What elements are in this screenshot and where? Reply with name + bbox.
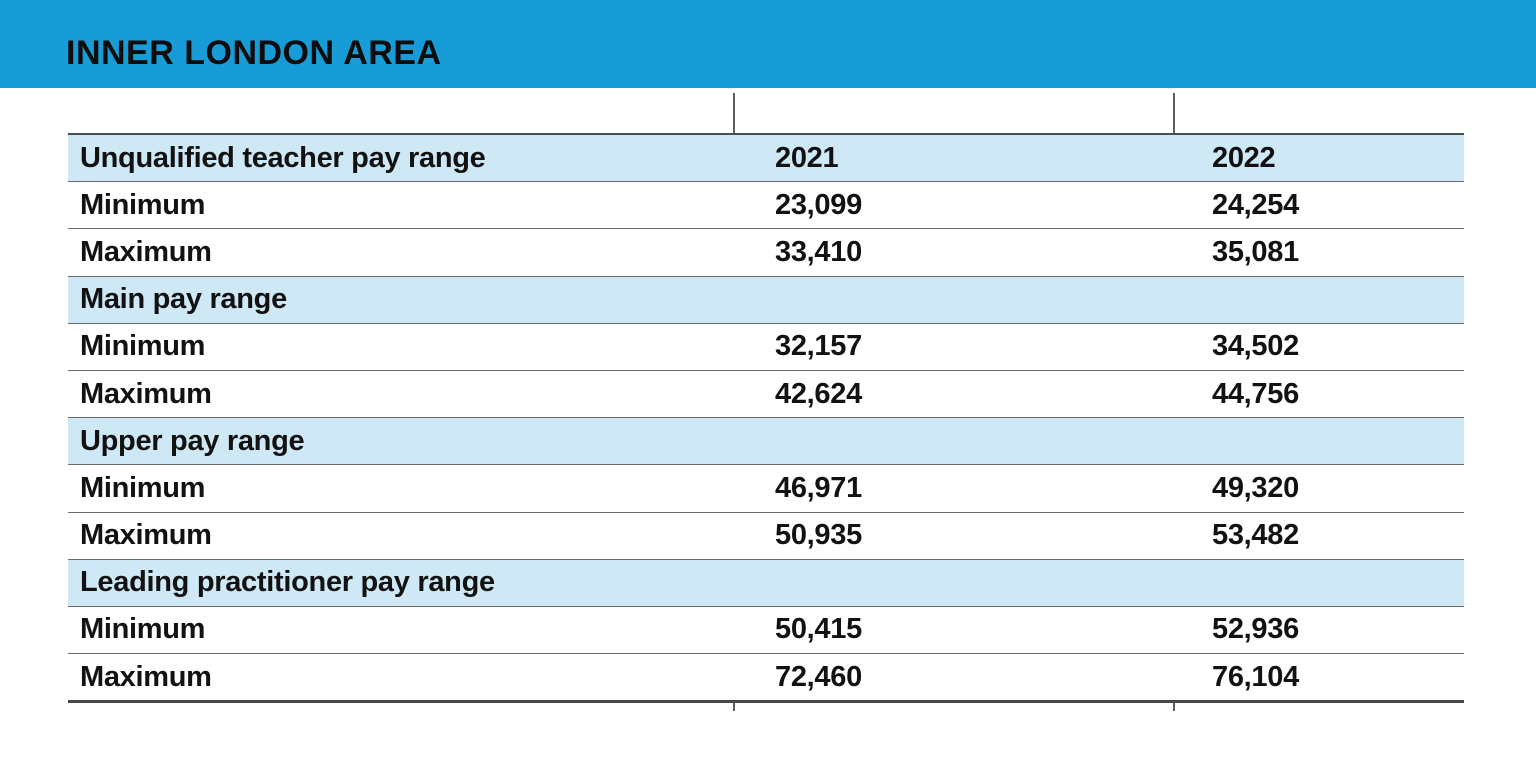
row-label-cell: Maximum: [80, 662, 212, 692]
table-row: Minimum 50,415 52,936: [68, 606, 1464, 655]
pay-table: Unqualified teacher pay range 2021 2022 …: [68, 133, 1464, 704]
row-label-cell: Maximum: [80, 379, 212, 409]
value-2021-cell: 42,624: [775, 379, 862, 409]
table-row: Maximum 72,460 76,104: [68, 654, 1464, 701]
value-2021-cell: 50,415: [775, 615, 862, 645]
value-2022-cell: 35,081: [1212, 237, 1299, 267]
table-row: Maximum 33,410 35,081: [68, 229, 1464, 277]
value-2022-cell: 49,320: [1212, 473, 1299, 503]
table-row: Minimum 23,099 24,254: [68, 182, 1464, 230]
value-2021-cell: 32,157: [775, 332, 862, 362]
value-2021-cell: 33,410: [775, 237, 862, 267]
row-label-cell: Minimum: [80, 332, 206, 362]
value-2022-cell: 44,756: [1212, 379, 1299, 409]
section-title: Upper pay range: [80, 426, 305, 456]
row-label-cell: Minimum: [80, 615, 206, 645]
page-title: INNER LONDON AREA: [66, 34, 442, 72]
table-row: Minimum 46,971 49,320: [68, 465, 1464, 513]
table-row-section-main: Main pay range: [68, 276, 1464, 324]
value-2022-cell: 24,254: [1212, 190, 1299, 220]
table-row: Maximum 42,624 44,756: [68, 370, 1464, 419]
section-title: Leading practitioner pay range: [80, 568, 495, 598]
value-2022-cell: 76,104: [1212, 662, 1299, 692]
value-2021-cell: 72,460: [775, 662, 862, 692]
row-label-cell: Maximum: [80, 521, 212, 551]
value-2021-cell: 23,099: [775, 190, 862, 220]
column-header-2021: 2021: [775, 143, 839, 173]
table-row-section-unqualified: Unqualified teacher pay range 2021 2022: [68, 135, 1464, 183]
table-row-section-upper: Upper pay range: [68, 418, 1464, 466]
header-bar: INNER LONDON AREA: [0, 0, 1536, 88]
table-row-section-leading-practitioner: Leading practitioner pay range: [68, 559, 1464, 607]
table-row: Maximum 50,935 53,482: [68, 512, 1464, 560]
row-label-cell: Minimum: [80, 190, 206, 220]
value-2022-cell: 52,936: [1212, 615, 1299, 645]
value-2022-cell: 34,502: [1212, 332, 1299, 362]
row-label-cell: Maximum: [80, 237, 212, 267]
section-title: Unqualified teacher pay range: [80, 143, 486, 173]
value-2021-cell: 46,971: [775, 473, 862, 503]
row-label-cell: Minimum: [80, 473, 206, 503]
table-row: Minimum 32,157 34,502: [68, 323, 1464, 371]
value-2022-cell: 53,482: [1212, 521, 1299, 551]
column-header-2022: 2022: [1212, 143, 1276, 173]
section-title: Main pay range: [80, 285, 287, 315]
value-2021-cell: 50,935: [775, 521, 862, 551]
